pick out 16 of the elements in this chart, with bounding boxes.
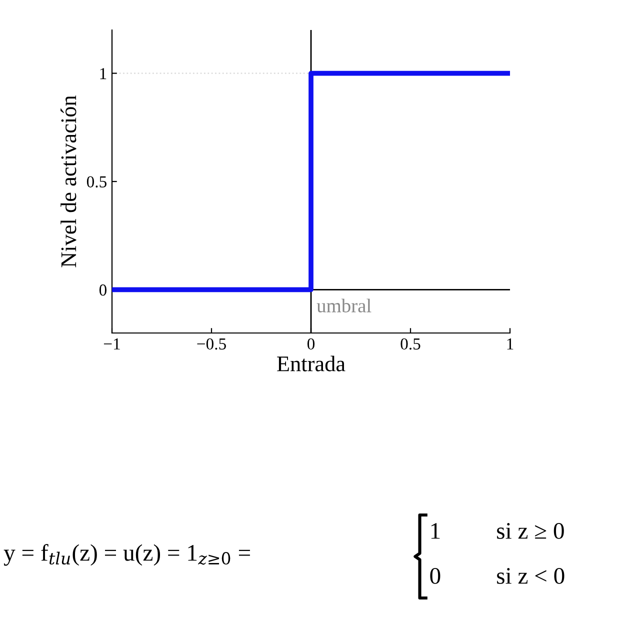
text: y = f$_{tlu}$(z) = u(z) = 1$_{z≥0}$ = xyxy=(4,544,250,566)
x-tick-label: −0.5 xyxy=(197,338,226,350)
text: 0 xyxy=(430,568,440,584)
x-axis-title: Entrada xyxy=(277,356,346,372)
x-tick-label: −1 xyxy=(104,338,120,350)
y-tick-label: 0.5 xyxy=(86,176,106,188)
text: si z < 0 xyxy=(497,568,564,584)
text: si z ≥ 0 xyxy=(497,522,564,539)
y-tick-label: 1 xyxy=(100,68,106,80)
y-tick-label: 0 xyxy=(99,284,107,296)
x-tick-label: 1 xyxy=(507,338,514,350)
ref-line-label: umbral xyxy=(316,298,372,312)
x-tick-label: 0 xyxy=(307,338,315,350)
text: 1 xyxy=(431,523,440,539)
y-axis-title: Nivel de activación xyxy=(60,95,76,268)
x-tick-label: 0.5 xyxy=(400,338,420,350)
